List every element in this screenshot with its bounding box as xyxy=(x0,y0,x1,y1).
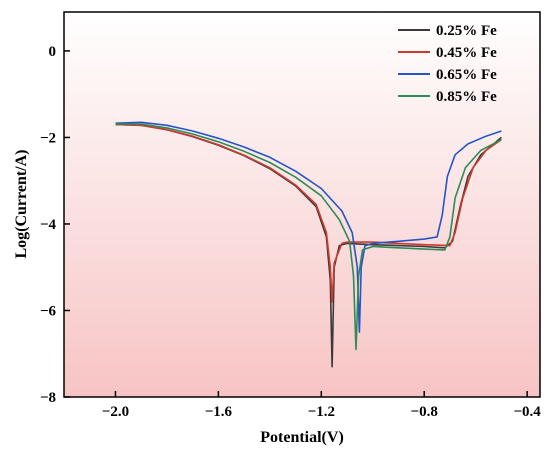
x-axis-title: Potential(V) xyxy=(260,429,344,446)
y-tick-label: 0 xyxy=(49,44,57,60)
legend-label: 0.45% Fe xyxy=(436,45,497,61)
y-tick-label: −4 xyxy=(40,217,57,233)
y-tick-label: −6 xyxy=(40,303,57,319)
x-tick-label: −1.2 xyxy=(308,404,335,420)
legend-label: 0.65% Fe xyxy=(436,67,497,83)
y-tick-label: −2 xyxy=(40,130,56,146)
legend-label: 0.85% Fe xyxy=(436,89,497,105)
x-tick-label: −2.0 xyxy=(102,404,129,420)
x-tick-label: −0.4 xyxy=(513,404,541,420)
y-axis-title: Log(Current/A) xyxy=(13,149,30,258)
y-tick-label: −8 xyxy=(40,390,56,406)
x-tick-label: −0.8 xyxy=(411,404,438,420)
x-tick-label: −1.6 xyxy=(205,404,233,420)
legend-label: 0.25% Fe xyxy=(436,23,497,39)
